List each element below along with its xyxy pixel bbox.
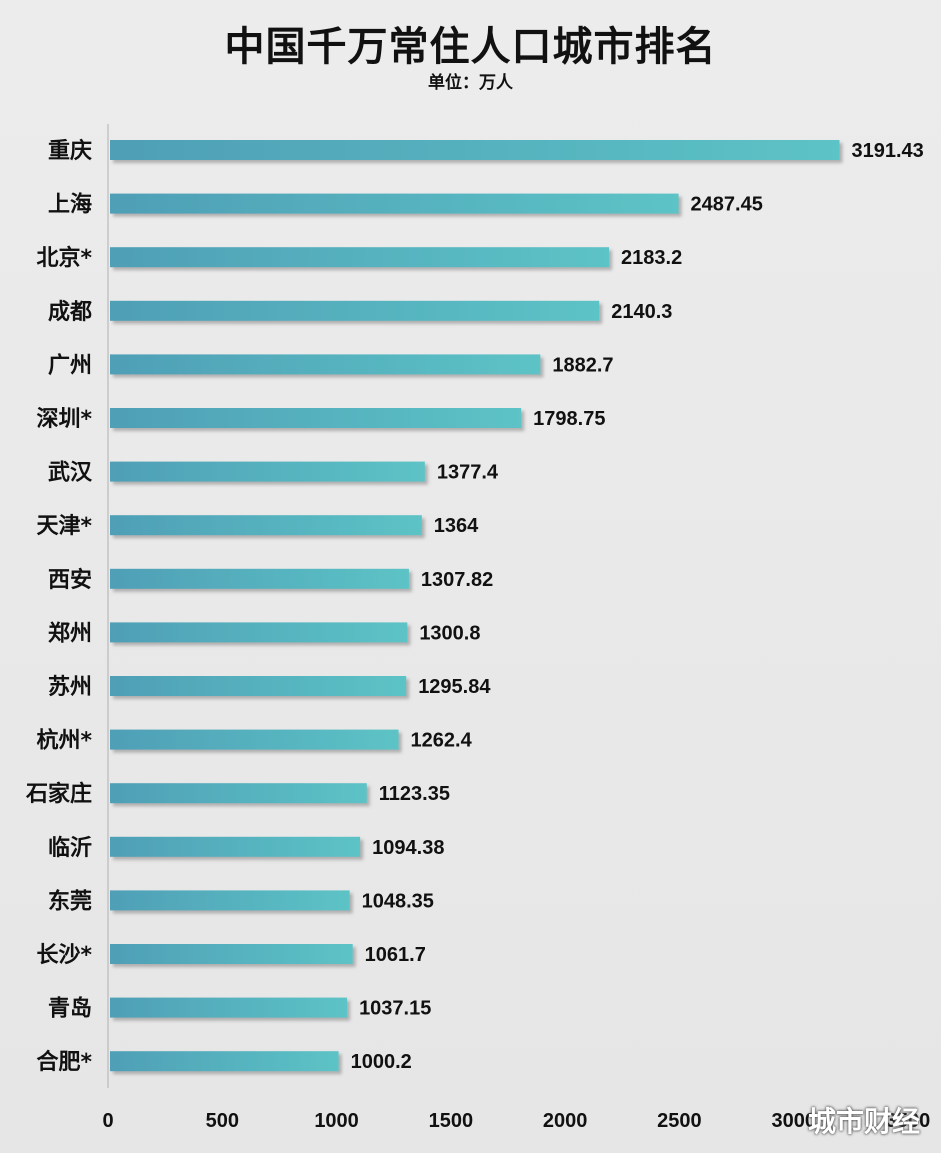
category-label: 深圳*: [36, 407, 92, 432]
bar: [110, 997, 348, 1018]
bar: [110, 515, 422, 536]
value-label: 1262.4: [411, 730, 473, 752]
value-label: 1364: [434, 515, 479, 537]
category-label: 西安: [48, 567, 92, 593]
value-label: 1037.15: [359, 998, 431, 1020]
x-tick-label: 2000: [543, 1110, 588, 1132]
value-label: 1307.82: [421, 569, 493, 591]
x-tick-label: 3000: [771, 1110, 816, 1132]
value-label: 2140.3: [611, 301, 672, 323]
bar: [110, 300, 600, 321]
category-label: 杭州*: [36, 728, 92, 754]
x-tick-label: 1500: [429, 1110, 474, 1132]
value-label: 1882.7: [552, 354, 613, 376]
value-label: 1048.35: [362, 890, 434, 912]
category-label: 郑州: [48, 621, 92, 646]
bar: [110, 568, 409, 589]
bar: [110, 622, 408, 643]
bar: [110, 140, 840, 160]
category-label: 天津*: [36, 513, 92, 539]
value-label: 2183.2: [621, 247, 682, 269]
category-label: 苏州: [48, 674, 92, 700]
category-label: 合肥*: [36, 1049, 92, 1075]
category-label: 北京*: [36, 245, 92, 271]
bar: [110, 783, 367, 804]
value-label: 3191.43: [851, 140, 923, 162]
bar: [110, 1051, 339, 1072]
value-label: 1300.8: [419, 622, 480, 644]
chart-title: 中国千万常住人口城市排名: [224, 24, 717, 70]
bar: [110, 890, 350, 911]
value-label: 1094.38: [372, 837, 444, 859]
bar: [110, 729, 399, 750]
value-label: 1061.7: [365, 944, 426, 966]
category-label: 长沙*: [36, 943, 92, 968]
bar: [110, 944, 353, 964]
bar: [110, 676, 407, 696]
x-tick-label: 500: [206, 1110, 239, 1132]
bar: [110, 836, 361, 857]
x-tick-label: 2500: [657, 1110, 702, 1132]
category-label: 成都: [48, 300, 92, 325]
value-label: 1377.4: [437, 462, 499, 484]
x-tick-label: 0: [102, 1110, 113, 1132]
category-label: 上海: [48, 192, 92, 218]
value-label: 2487.45: [691, 194, 763, 216]
category-label: 青岛: [48, 996, 92, 1022]
bar: [110, 247, 610, 268]
value-label: 1123.35: [379, 783, 450, 805]
value-label: 1295.84: [418, 676, 491, 698]
bar: [110, 193, 679, 214]
category-label: 武汉: [48, 461, 93, 486]
bar: [110, 461, 425, 482]
category-label: 广州: [48, 352, 92, 378]
category-label: 东莞: [48, 888, 92, 914]
bar: [110, 354, 541, 375]
x-tick-label: 3500: [886, 1110, 931, 1132]
category-label: 临沂: [48, 835, 92, 861]
x-tick-label: 1000: [314, 1110, 359, 1132]
category-label: 重庆: [48, 138, 92, 164]
bar: [110, 408, 522, 428]
chart-subtitle: 单位：万人: [428, 73, 513, 93]
category-label: 石家庄: [25, 781, 92, 807]
watermark: 城市财经: [808, 1105, 921, 1138]
value-label: 1798.75: [533, 408, 605, 430]
value-label: 1000.2: [351, 1051, 412, 1073]
